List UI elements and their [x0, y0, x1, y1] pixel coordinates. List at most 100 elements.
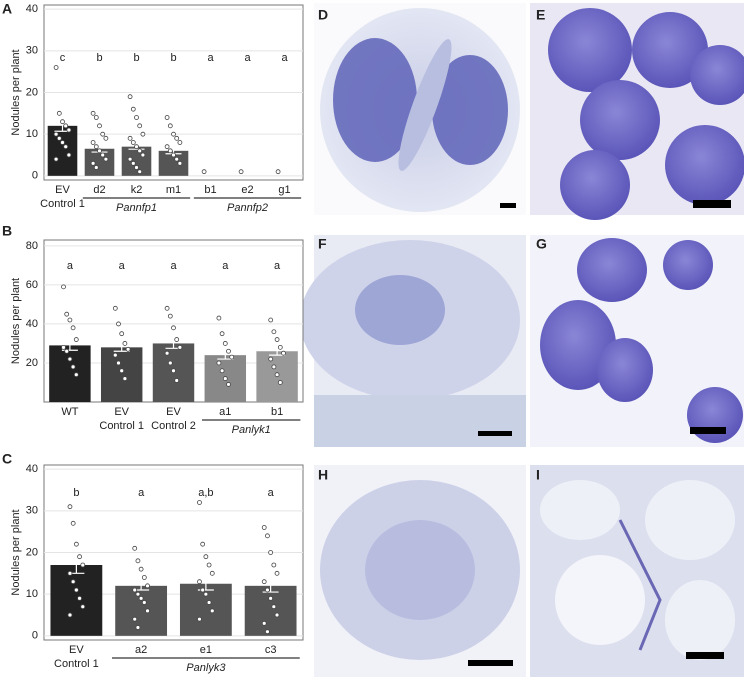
data-point: [261, 579, 267, 585]
data-point: [93, 115, 99, 120]
significance-label: a: [222, 260, 229, 272]
data-point: [271, 562, 277, 568]
data-point: [67, 612, 73, 618]
significance-label: b: [170, 52, 176, 64]
data-point: [167, 148, 173, 154]
y-tick-label: 40: [26, 318, 38, 330]
data-point: [100, 152, 106, 158]
x-tick-label: WT: [61, 406, 78, 418]
data-point: [261, 525, 267, 530]
bar: [47, 125, 78, 176]
data-point: [197, 579, 202, 585]
data-point: [274, 612, 280, 618]
data-point: [164, 144, 170, 150]
data-point: [203, 591, 209, 597]
data-point: [53, 156, 59, 162]
data-point: [64, 311, 70, 317]
x-tick-label: k2: [131, 184, 143, 196]
data-point: [112, 305, 118, 311]
y-tick-label: 30: [26, 505, 38, 517]
data-point: [268, 595, 274, 601]
data-point: [119, 368, 125, 374]
y-tick-label: 40: [26, 3, 38, 15]
group-label: Pannfp2: [227, 202, 268, 214]
x-tick-label: e1: [200, 644, 212, 656]
data-point: [134, 165, 139, 170]
y-tick-label: 10: [26, 128, 38, 140]
data-point: [174, 378, 180, 383]
data-point: [73, 372, 79, 378]
data-point: [164, 115, 170, 120]
x-tick-label: a2: [135, 644, 147, 656]
data-point: [171, 131, 176, 137]
micrograph-g: [530, 235, 744, 447]
y-tick-label: 20: [26, 86, 38, 98]
data-point: [90, 110, 96, 116]
data-point: [167, 123, 173, 129]
data-point: [73, 541, 79, 547]
group-label: Pannfp1: [116, 202, 157, 214]
x-tick-label: b1: [204, 184, 216, 196]
y-tick-label: 10: [26, 588, 38, 600]
y-tick-label: 0: [32, 630, 38, 642]
data-point: [274, 372, 280, 378]
panel-label: I: [536, 467, 540, 483]
x-tick-sublabel: Control 2: [151, 420, 196, 432]
data-point: [268, 356, 274, 362]
data-point: [275, 169, 281, 175]
data-point: [226, 382, 231, 387]
data-point: [53, 65, 59, 70]
data-point: [135, 625, 141, 630]
data-point: [174, 135, 180, 141]
panel-label: H: [318, 467, 328, 483]
data-point: [265, 533, 270, 539]
significance-label: a: [268, 487, 275, 499]
data-point: [60, 119, 65, 125]
data-point: [67, 504, 73, 510]
bar: [115, 585, 168, 636]
data-point: [140, 152, 146, 158]
data-point: [67, 317, 73, 323]
panel-label: C: [2, 451, 12, 467]
x-tick-label: b1: [271, 406, 283, 418]
data-point: [164, 350, 170, 356]
bar: [50, 565, 103, 636]
data-point: [265, 587, 270, 593]
data-point: [130, 106, 136, 112]
data-point: [116, 360, 121, 366]
bar: [121, 146, 152, 176]
data-point: [132, 545, 138, 551]
data-point: [61, 344, 66, 350]
panel-label: D: [318, 7, 328, 23]
data-point: [53, 131, 59, 137]
data-point: [132, 616, 138, 622]
data-point: [67, 356, 73, 362]
data-point: [127, 156, 133, 162]
x-tick-label: c3: [265, 644, 277, 656]
data-point: [200, 587, 206, 593]
y-tick-label: 80: [26, 240, 38, 252]
data-point: [77, 595, 82, 601]
x-tick-label: e2: [241, 184, 253, 196]
data-point: [219, 368, 225, 374]
y-axis-label: Nodules per plant: [10, 278, 22, 364]
data-point: [238, 169, 244, 175]
data-point: [209, 570, 215, 576]
data-point: [206, 562, 212, 568]
x-tick-label: g1: [278, 184, 290, 196]
data-point: [116, 321, 121, 327]
data-point: [141, 600, 147, 605]
data-point: [145, 583, 150, 589]
data-point: [141, 575, 147, 580]
data-point: [90, 140, 96, 145]
data-point: [64, 348, 70, 354]
significance-label: a: [119, 260, 126, 272]
data-point: [274, 570, 280, 576]
data-point: [271, 604, 277, 610]
data-point: [274, 337, 280, 342]
micrograph-f: [300, 235, 526, 447]
data-point: [56, 110, 62, 116]
data-point: [119, 331, 125, 337]
data-point: [61, 284, 66, 290]
